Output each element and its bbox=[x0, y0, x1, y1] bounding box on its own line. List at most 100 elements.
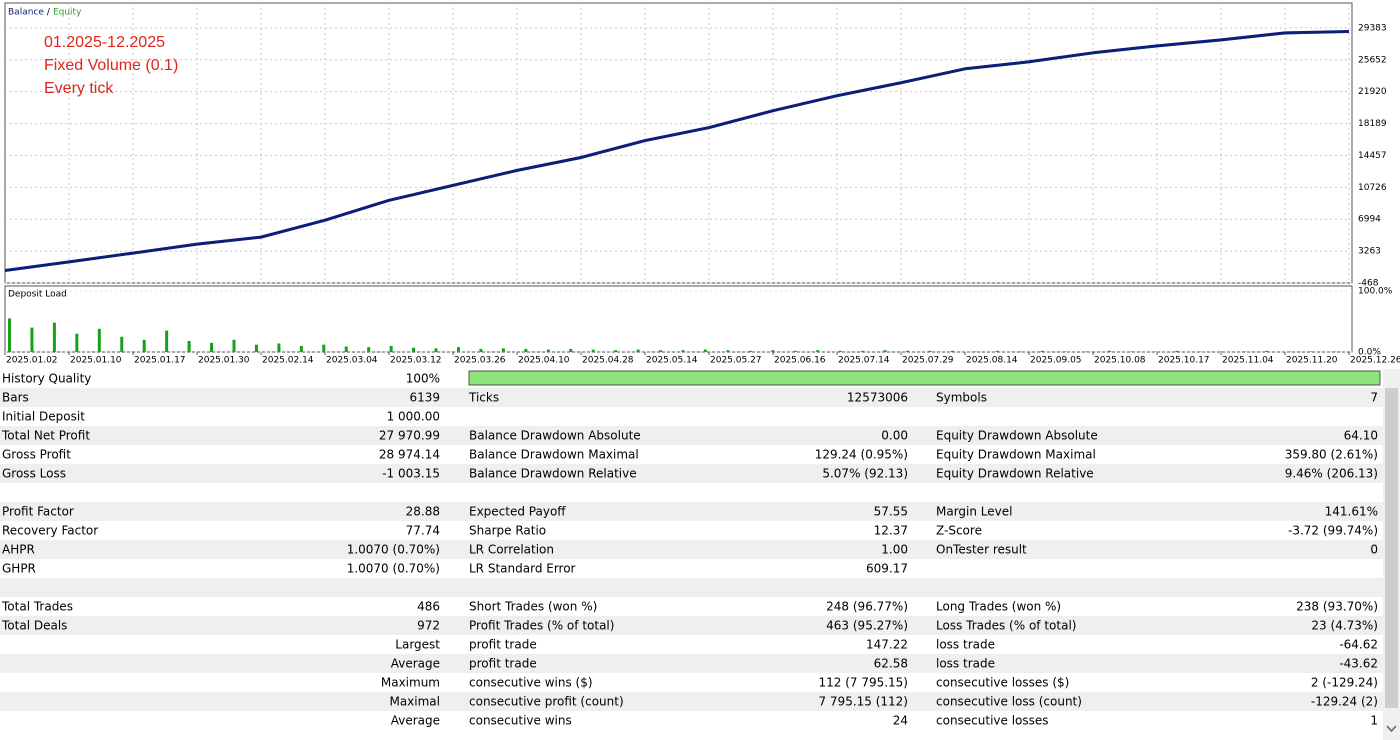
table-cell: GHPR bbox=[2, 562, 36, 576]
row-stripe bbox=[0, 692, 1383, 711]
table-cell: Ticks bbox=[468, 391, 499, 405]
table-cell: 463 (95.27%) bbox=[826, 619, 908, 633]
table-cell: Equity Drawdown Relative bbox=[936, 467, 1094, 481]
row-stripe bbox=[0, 540, 1383, 559]
table-cell: -3.72 (99.74%) bbox=[1288, 524, 1378, 538]
x-tick-label: 2025.01.17 bbox=[134, 356, 186, 366]
y-tick-label: 100.0% bbox=[1358, 287, 1393, 297]
table-cell: 62.58 bbox=[874, 657, 908, 671]
table-cell: 28.88 bbox=[406, 505, 440, 519]
bar bbox=[1108, 350, 1112, 352]
bar bbox=[1018, 351, 1022, 352]
table-cell: Balance Drawdown Relative bbox=[469, 467, 637, 481]
table-cell: History Quality bbox=[2, 372, 91, 386]
bar bbox=[726, 350, 730, 352]
bar bbox=[52, 322, 56, 352]
table-cell: Short Trades (won %) bbox=[469, 600, 597, 614]
table-cell: 12.37 bbox=[874, 524, 908, 538]
table-cell: Long Trades (won %) bbox=[936, 600, 1061, 614]
table-cell: 248 (96.77%) bbox=[826, 600, 908, 614]
table-cell: 147.22 bbox=[866, 638, 908, 652]
bar bbox=[1242, 351, 1246, 352]
bar bbox=[501, 348, 505, 352]
bar bbox=[883, 350, 887, 352]
table-cell: LR Standard Error bbox=[469, 562, 576, 576]
table-cell: 359.80 (2.61%) bbox=[1285, 448, 1378, 462]
scroll-down-arrow[interactable] bbox=[1386, 725, 1397, 733]
bar bbox=[906, 350, 909, 352]
bar bbox=[659, 350, 663, 352]
bar bbox=[457, 347, 460, 352]
table-cell: 27 970.99 bbox=[379, 429, 440, 443]
bar bbox=[995, 350, 999, 352]
x-tick-label: 2025.05.27 bbox=[710, 356, 762, 366]
annotation: Fixed Volume (0.1) bbox=[44, 57, 178, 74]
bar bbox=[1220, 351, 1224, 352]
row-stripe bbox=[0, 654, 1383, 673]
table-cell: consecutive losses bbox=[936, 714, 1049, 728]
table-cell: Equity Drawdown Absolute bbox=[936, 429, 1098, 443]
bar bbox=[479, 348, 483, 352]
bar bbox=[1197, 351, 1201, 352]
legend-entry: Balance bbox=[8, 8, 44, 18]
panel-title: Deposit Load bbox=[8, 290, 67, 300]
row-stripe bbox=[0, 578, 1383, 597]
table-cell: loss trade bbox=[936, 638, 995, 652]
table-cell: 7 795.15 (112) bbox=[818, 695, 908, 709]
y-tick-label: 25652 bbox=[1358, 55, 1387, 65]
table-cell: -1 003.15 bbox=[382, 467, 440, 481]
bar bbox=[367, 347, 371, 352]
table-cell: 77.74 bbox=[406, 524, 440, 538]
table-cell: 609.17 bbox=[866, 562, 908, 576]
bar bbox=[165, 330, 169, 352]
table-cell: 1 000.00 bbox=[387, 410, 440, 424]
y-tick-label: 10726 bbox=[1358, 183, 1387, 193]
bar bbox=[816, 350, 820, 352]
table-cell: 129.24 (0.95%) bbox=[815, 448, 908, 462]
x-tick-label: 2025.10.17 bbox=[1158, 356, 1210, 366]
bar bbox=[1332, 351, 1336, 352]
bar bbox=[254, 344, 258, 352]
bar bbox=[681, 350, 685, 352]
bar bbox=[546, 349, 550, 352]
table-cell: Profit Trades (% of total) bbox=[469, 619, 614, 633]
x-tick-label: 2025.11.20 bbox=[1286, 356, 1338, 366]
bar bbox=[1063, 351, 1067, 352]
bar bbox=[30, 327, 34, 352]
bar bbox=[232, 339, 236, 352]
scrollbar-thumb[interactable] bbox=[1385, 388, 1398, 708]
table-cell: Equity Drawdown Maximal bbox=[936, 448, 1096, 462]
table-cell: profit trade bbox=[469, 657, 537, 671]
bar bbox=[973, 351, 977, 352]
x-tick-label: 2025.01.10 bbox=[70, 356, 122, 366]
table-cell: 1.00 bbox=[881, 543, 908, 557]
x-tick-label: 2025.07.14 bbox=[838, 356, 890, 366]
x-tick-label: 2025.08.14 bbox=[966, 356, 1018, 366]
table-cell: 100% bbox=[406, 372, 440, 386]
table-cell: 6139 bbox=[409, 391, 440, 405]
table-cell: consecutive wins bbox=[469, 714, 572, 728]
bar bbox=[1265, 350, 1269, 352]
table-cell: 972 bbox=[417, 619, 440, 633]
table-cell: Expected Payoff bbox=[469, 505, 566, 519]
table-cell: 1.0070 (0.70%) bbox=[347, 562, 440, 576]
row-stripe bbox=[0, 426, 1383, 445]
table-cell: -129.24 (2) bbox=[1311, 695, 1378, 709]
bar bbox=[299, 345, 303, 352]
table-cell: Maximum bbox=[381, 676, 440, 690]
table-cell: Average bbox=[391, 714, 440, 728]
y-tick-label: 14457 bbox=[1358, 151, 1387, 161]
table-cell: LR Correlation bbox=[469, 543, 554, 557]
bar bbox=[950, 350, 954, 352]
bar bbox=[771, 350, 775, 352]
y-tick-label: 29383 bbox=[1358, 23, 1387, 33]
x-tick-label: 2025.03.26 bbox=[454, 356, 506, 366]
x-tick-label: 2025.11.04 bbox=[1222, 356, 1274, 366]
x-tick-label: 2025.03.12 bbox=[390, 356, 442, 366]
table-cell: Loss Trades (% of total) bbox=[936, 619, 1076, 633]
table-cell: Gross Loss bbox=[2, 467, 66, 481]
table-cell: profit trade bbox=[469, 638, 537, 652]
table-cell: 7 bbox=[1370, 391, 1378, 405]
table-cell: 23 (4.73%) bbox=[1311, 619, 1378, 633]
